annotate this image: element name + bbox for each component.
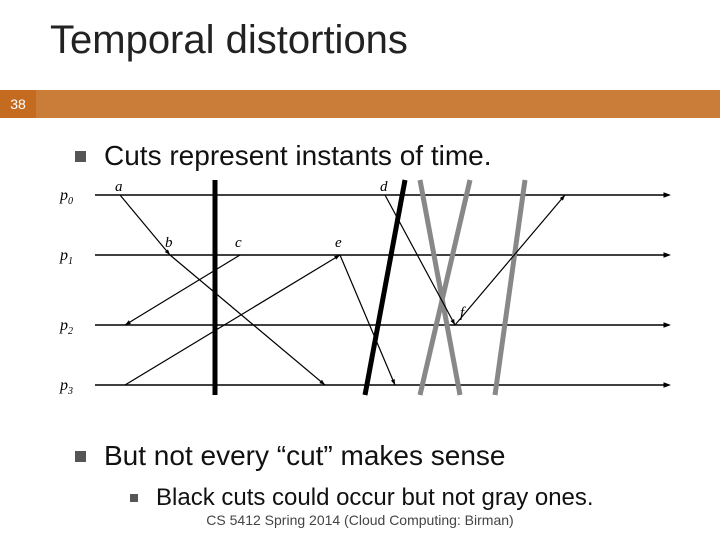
accent-bar	[0, 90, 720, 118]
bullet-2-text: But not every “cut” makes sense	[104, 440, 506, 472]
bullet-1: Cuts represent instants of time.	[75, 140, 492, 172]
process-label: p1	[60, 247, 73, 267]
bullet-square-icon	[75, 451, 86, 462]
slide-number: 38	[0, 90, 36, 118]
bullet-square-icon	[130, 494, 138, 502]
slide-footer: CS 5412 Spring 2014 (Cloud Computing: Bi…	[0, 512, 720, 528]
bullet-3: Black cuts could occur but not gray ones…	[130, 484, 594, 512]
process-label: p3	[60, 377, 73, 397]
event-label: f	[460, 305, 464, 322]
timeline-diagram: p0p1p2p3abcdef	[65, 185, 685, 415]
event-label: e	[335, 235, 342, 252]
bullet-square-icon	[75, 151, 86, 162]
event-label: d	[380, 179, 388, 196]
process-label: p2	[60, 317, 73, 337]
process-label: p0	[60, 187, 73, 207]
bullet-2: But not every “cut” makes sense	[75, 440, 506, 472]
bullet-3-text: Black cuts could occur but not gray ones…	[156, 484, 594, 512]
bullet-1-text: Cuts represent instants of time.	[104, 140, 492, 172]
slide-title: Temporal distortions	[50, 18, 408, 63]
event-label: a	[115, 179, 123, 196]
event-label: b	[165, 235, 173, 252]
event-label: c	[235, 235, 242, 252]
